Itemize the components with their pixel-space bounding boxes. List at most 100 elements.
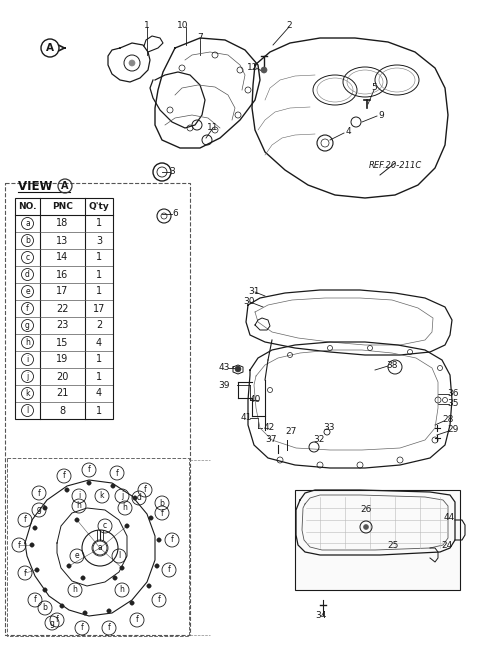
Bar	[7, 458, 189, 636]
Text: l: l	[26, 406, 29, 415]
Text: l: l	[118, 551, 120, 561]
Text: f: f	[37, 488, 40, 497]
Text: PNC: PNC	[52, 202, 73, 211]
Text: 12: 12	[247, 62, 259, 72]
Text: h: h	[120, 585, 124, 594]
Text: 40: 40	[249, 396, 261, 404]
Circle shape	[111, 484, 115, 488]
Text: f: f	[168, 566, 170, 574]
Text: f: f	[136, 615, 138, 624]
Text: 14: 14	[56, 253, 69, 262]
Text: j: j	[26, 372, 29, 381]
Circle shape	[65, 488, 69, 492]
Text: 31: 31	[248, 286, 260, 296]
Circle shape	[43, 506, 47, 510]
Text: 2: 2	[286, 20, 292, 29]
Circle shape	[147, 584, 151, 589]
Circle shape	[30, 543, 34, 547]
Circle shape	[75, 518, 79, 522]
Text: b: b	[43, 603, 48, 613]
Text: 28: 28	[442, 415, 454, 424]
Text: 17: 17	[56, 286, 69, 296]
Text: 30: 30	[243, 296, 255, 305]
Text: 41: 41	[240, 413, 252, 422]
Circle shape	[130, 601, 134, 605]
Text: 17: 17	[93, 303, 105, 314]
Text: 6: 6	[172, 208, 178, 217]
Text: 43: 43	[218, 363, 230, 372]
Circle shape	[261, 67, 267, 73]
Text: 2: 2	[96, 320, 102, 331]
Text: A: A	[46, 43, 54, 53]
Circle shape	[125, 524, 129, 528]
Text: h: h	[77, 501, 82, 510]
Text: 4: 4	[96, 337, 102, 348]
Text: c: c	[103, 521, 107, 531]
Text: 44: 44	[444, 512, 455, 521]
Text: NO.: NO.	[18, 202, 37, 211]
Circle shape	[43, 588, 47, 592]
Circle shape	[35, 568, 39, 572]
Text: 37: 37	[265, 436, 277, 445]
Circle shape	[113, 575, 117, 580]
Text: f: f	[56, 615, 59, 624]
Text: f: f	[34, 596, 36, 605]
Bar	[5, 183, 190, 635]
Text: Q'ty: Q'ty	[89, 202, 109, 211]
Bar	[15, 198, 113, 419]
Text: f: f	[62, 471, 65, 480]
Circle shape	[81, 575, 85, 580]
Text: f: f	[24, 568, 26, 577]
Text: 9: 9	[378, 111, 384, 120]
Text: 11: 11	[207, 122, 219, 132]
Text: 7: 7	[197, 33, 203, 42]
Text: 22: 22	[56, 303, 69, 314]
Text: 1: 1	[96, 253, 102, 262]
Text: f: f	[157, 596, 160, 605]
Text: A: A	[61, 181, 69, 191]
Text: d: d	[137, 493, 142, 503]
Text: 3: 3	[169, 167, 175, 176]
Text: 3: 3	[96, 236, 102, 245]
Text: 24: 24	[442, 540, 453, 549]
Text: g: g	[36, 505, 41, 514]
Text: 10: 10	[177, 20, 189, 29]
Text: 20: 20	[56, 372, 69, 381]
Text: j: j	[121, 492, 123, 501]
Text: 1: 1	[96, 270, 102, 279]
Text: 19: 19	[56, 355, 69, 365]
Text: g: g	[25, 321, 30, 330]
Text: d: d	[25, 270, 30, 279]
Text: f: f	[144, 486, 146, 495]
Text: 32: 32	[313, 436, 324, 445]
Text: e: e	[75, 551, 79, 561]
Text: 42: 42	[264, 424, 275, 432]
Text: e: e	[25, 287, 30, 296]
Text: f: f	[18, 540, 20, 549]
Text: f: f	[88, 465, 90, 475]
Text: 16: 16	[56, 270, 69, 279]
Bar	[295, 490, 460, 590]
Text: f: f	[26, 304, 29, 313]
Circle shape	[67, 564, 71, 568]
Text: b: b	[159, 499, 165, 508]
Circle shape	[149, 516, 153, 520]
Text: 39: 39	[218, 380, 230, 389]
Text: k: k	[25, 389, 30, 398]
Text: 1: 1	[96, 355, 102, 365]
Circle shape	[133, 496, 137, 500]
Text: h: h	[25, 338, 30, 347]
Text: 23: 23	[56, 320, 69, 331]
Text: 1: 1	[96, 406, 102, 415]
Text: 5: 5	[371, 83, 377, 92]
Text: 35: 35	[447, 398, 459, 408]
Text: 4: 4	[96, 389, 102, 398]
Text: f: f	[161, 508, 163, 518]
Text: 27: 27	[285, 428, 297, 437]
Text: 38: 38	[386, 361, 398, 370]
Text: h: h	[72, 585, 77, 594]
Text: f: f	[81, 624, 84, 633]
Circle shape	[107, 609, 111, 613]
Text: 34: 34	[315, 611, 327, 620]
Text: b: b	[25, 236, 30, 245]
